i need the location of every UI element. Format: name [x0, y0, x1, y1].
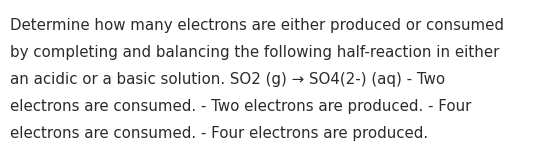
Text: an acidic or a basic solution. SO2 (g) → SO4(2-) (aq) - Two: an acidic or a basic solution. SO2 (g) →…	[10, 72, 445, 87]
Text: Determine how many electrons are either produced or consumed: Determine how many electrons are either …	[10, 18, 504, 33]
Text: by completing and balancing the following half-reaction in either: by completing and balancing the followin…	[10, 45, 499, 60]
Text: electrons are consumed. - Four electrons are produced.: electrons are consumed. - Four electrons…	[10, 126, 428, 141]
Text: electrons are consumed. - Two electrons are produced. - Four: electrons are consumed. - Two electrons …	[10, 99, 472, 114]
